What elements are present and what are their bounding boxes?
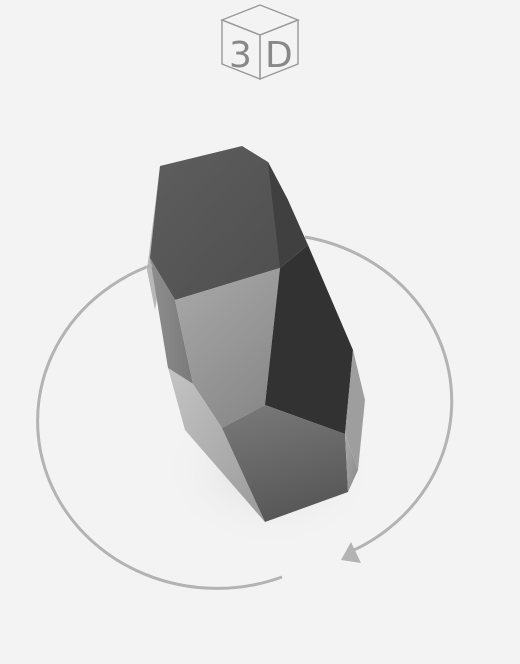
badge-label-3: 3 (229, 35, 252, 76)
rotation-arrow-icon (341, 542, 361, 563)
rotation-ring-front[interactable] (36, 263, 283, 590)
badge-label-d: D (265, 35, 293, 76)
3d-cube-icon: 3 D (220, 4, 300, 81)
rotation-ring-back (304, 235, 454, 553)
3d-model[interactable] (147, 146, 365, 522)
